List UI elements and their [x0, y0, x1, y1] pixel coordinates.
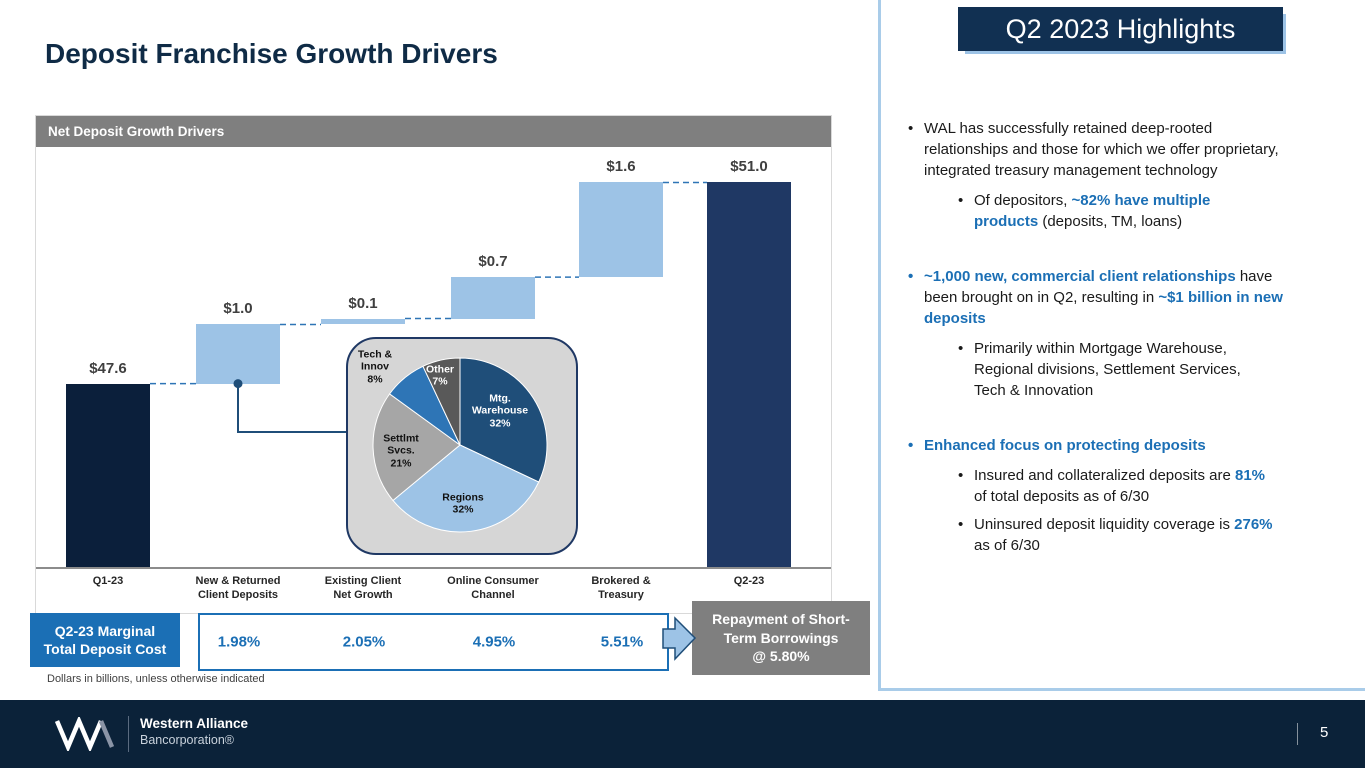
waterfall-x-axis: Q1-23 New & Returned Client Deposits Exist…	[36, 567, 831, 613]
footer: Western Alliance Bancorporation® 5	[0, 700, 1365, 768]
waterfall-bar-q2-23	[707, 182, 791, 567]
marginal-cost-value: 2.05%	[342, 633, 386, 651]
marginal-cost-value: 5.51%	[600, 633, 644, 651]
x-axis-label: Q1-23	[92, 575, 124, 587]
waterfall-plot: Mtg. Warehouse 32% Regions 32% Settlmt Svc…	[36, 147, 831, 567]
pie-label-settlmt-svcs-: Settlmt Svcs. 21%	[383, 432, 419, 470]
net-deposit-growth-chart: Net Deposit Growth Drivers Mtg. Warehous…	[35, 115, 832, 614]
horizontal-divider	[878, 688, 1365, 691]
x-axis-label: Brokered & Treasury	[591, 575, 651, 601]
bullet-text: ~1,000 new, commercial client relationsh…	[924, 268, 1283, 327]
vertical-divider	[878, 0, 881, 690]
bullet-marker: •	[958, 467, 964, 484]
waterfall-value-label: $1.6	[606, 158, 636, 176]
page-number: 5	[1320, 724, 1329, 741]
waterfall-bar-new-returned-client-deposits	[196, 324, 280, 384]
marginal-deposit-cost-label: Q2-23 Marginal Total Deposit Cost	[30, 613, 180, 667]
waterfall-bar-online-consumer-channel	[451, 277, 535, 319]
bullet-text: Uninsured deposit liquidity coverage is …	[974, 516, 1273, 554]
deposit-mix-pie-box: Mtg. Warehouse 32% Regions 32% Settlmt Svc…	[346, 337, 578, 555]
highlight-bullet: • ~1,000 new, commercial client relations…	[908, 266, 1316, 329]
bullet-text: Of depositors, ~82% have multiple produc…	[974, 192, 1211, 230]
x-axis-label: Existing Client Net Growth	[324, 575, 402, 601]
waterfall-bar-brokered-treasury	[579, 182, 663, 278]
wal-logo	[54, 717, 115, 751]
bullet-marker: •	[958, 516, 964, 533]
arrow-right-icon	[662, 616, 697, 661]
highlight-bullet: • WAL has successfully retained deep-root…	[908, 118, 1316, 181]
highlights-bullets: • WAL has successfully retained deep-root…	[908, 118, 1316, 563]
waterfall-connectors	[150, 181, 707, 433]
pie-label-other: Other 7%	[425, 363, 455, 388]
company-name: Western Alliance Bancorporation®	[140, 716, 248, 747]
highlight-bullet: • Primarily within Mortgage Warehouse, Re…	[958, 338, 1316, 401]
pie-label-tech-innov: Tech & Innov 8%	[357, 348, 393, 386]
bullet-text: Primarily within Mortgage Warehouse, Reg…	[974, 340, 1241, 399]
pie-slice-other	[422, 357, 461, 446]
marginal-deposit-cost-values: 1.98% 2.05% 4.95% 5.51%	[198, 613, 669, 671]
deposit-mix-pie	[372, 357, 548, 533]
waterfall-value-label: $1.0	[223, 300, 253, 318]
marginal-cost-value: 1.98%	[217, 633, 261, 651]
bullet-text: Insured and collateralized deposits are …	[974, 467, 1266, 505]
pie-label-regions: Regions 32%	[442, 491, 484, 516]
pie-slice-mtg-warehouse	[459, 357, 548, 483]
waterfall-value-label: $51.0	[730, 158, 768, 176]
company-name-line2: Bancorporation®	[140, 733, 234, 747]
x-axis-label: New & Returned Client Deposits	[195, 575, 281, 601]
repayment-note-box: Repayment of Short- Term Borrowings @ 5.…	[692, 601, 870, 675]
pie-slice-regions	[392, 444, 540, 533]
waterfall-value-label: $0.7	[478, 253, 508, 271]
highlight-bullet: • Uninsured deposit liquidity coverage is…	[958, 514, 1316, 556]
bullet-marker: •	[908, 268, 914, 285]
bullet-marker: •	[958, 340, 964, 357]
pie-label-mtg-warehouse: Mtg. Warehouse 32%	[471, 392, 529, 430]
x-axis-label: Online Consumer Channel	[447, 575, 539, 601]
bullet-text: Enhanced focus on protecting deposits	[924, 437, 1206, 454]
highlight-bullet: • Enhanced focus on protecting deposits	[908, 435, 1316, 456]
highlights-panel: Q2 2023 Highlights • WAL has successfully…	[880, 0, 1365, 690]
pie-callout-line	[237, 383, 346, 433]
waterfall-value-label: $47.6	[89, 359, 127, 377]
waterfall-value-label: $0.1	[348, 294, 378, 312]
bullet-text: WAL has successfully retained deep-roote…	[924, 120, 1279, 179]
waterfall-bar-existing-client-net-growth	[321, 318, 405, 325]
highlight-bullet: • Insured and collateralized deposits are…	[958, 465, 1316, 507]
bullet-marker: •	[908, 120, 914, 137]
highlight-bullet: • Of depositors, ~82% have multiple produ…	[958, 190, 1316, 232]
pie-callout-dot	[233, 379, 243, 389]
bullet-marker: •	[958, 192, 964, 209]
company-name-line1: Western Alliance	[140, 716, 249, 731]
x-axis-label: Q2-23	[733, 575, 765, 587]
highlights-title: Q2 2023 Highlights	[958, 7, 1283, 51]
bullet-marker: •	[908, 437, 914, 454]
page-title: Deposit Franchise Growth Drivers	[45, 38, 498, 69]
marginal-cost-value: 4.95%	[472, 633, 516, 651]
footer-separator	[128, 716, 129, 752]
pie-slice-settlmt-svcs-	[372, 393, 461, 502]
page-number-separator	[1297, 723, 1298, 745]
footnote: Dollars in billions, unless otherwise in…	[47, 673, 265, 685]
waterfall-bar-q1-23	[66, 383, 150, 567]
chart-title-bar: Net Deposit Growth Drivers	[36, 116, 831, 147]
